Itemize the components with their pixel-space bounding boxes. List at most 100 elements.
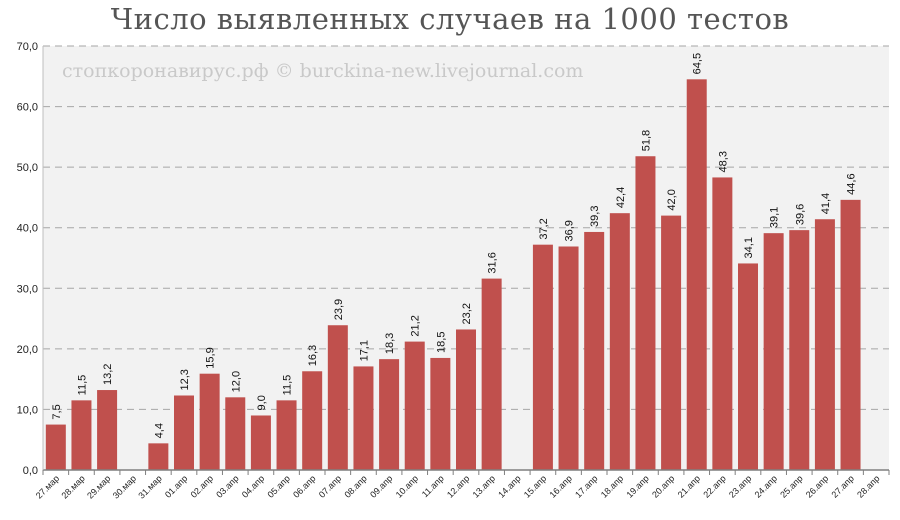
x-tick-label: 06.апр <box>291 473 317 499</box>
x-tick-label: 14.апр <box>496 473 522 499</box>
y-tick-label: 10,0 <box>17 404 38 416</box>
data-label: 4,4 <box>153 423 165 438</box>
bar <box>225 397 246 470</box>
x-tick-label: 25.апр <box>778 473 804 499</box>
data-label: 42,0 <box>666 189 678 210</box>
bar <box>609 213 630 471</box>
x-tick-label: 16.апр <box>548 473 574 499</box>
x-tick-label: 08.апр <box>342 473 368 499</box>
y-tick-label: 20,0 <box>17 344 38 356</box>
x-tick-label: 27.апр <box>830 473 856 499</box>
bar <box>276 400 297 470</box>
data-label: 64,5 <box>692 53 704 74</box>
y-tick-label: 60,0 <box>17 102 38 114</box>
bar <box>763 233 784 470</box>
data-label: 12,3 <box>179 369 191 390</box>
bar <box>97 390 118 470</box>
bar <box>148 443 169 470</box>
x-tick-label: 01.апр <box>163 473 189 499</box>
watermark-text: стопкоронавирус.рф © burckina-new.livejo… <box>62 60 583 82</box>
data-label: 39,6 <box>794 204 806 225</box>
data-label: 51,8 <box>640 130 652 151</box>
x-tick-label: 05.апр <box>266 473 292 499</box>
y-tick-label: 50,0 <box>17 162 38 174</box>
data-label: 11,5 <box>282 375 294 396</box>
labels-layer: 7,5 11,5 13,2 4,4 12,3 15,9 12,0 9,0 11,5 16,3 23,… <box>51 53 858 438</box>
data-label: 31,6 <box>487 252 499 273</box>
y-tick-label: 0,0 <box>23 465 38 477</box>
y-tick-label: 40,0 <box>17 223 38 235</box>
bar <box>430 357 451 470</box>
x-tick-label: 26.апр <box>804 473 830 499</box>
y-tick-label: 30,0 <box>17 283 38 295</box>
x-tick-label: 22.апр <box>701 473 727 499</box>
bar <box>199 373 220 470</box>
data-label: 21,2 <box>410 315 422 336</box>
data-label: 17,1 <box>358 340 370 361</box>
x-tick-label: 02.апр <box>189 473 215 499</box>
data-label: 39,3 <box>589 206 601 227</box>
data-label: 23,2 <box>461 303 473 324</box>
x-tick-label: 21.апр <box>676 473 702 499</box>
x-tick-label: 15.апр <box>522 473 548 499</box>
bar <box>661 215 682 470</box>
bar <box>712 177 733 470</box>
data-label: 11,5 <box>76 375 88 396</box>
bar <box>404 341 425 470</box>
data-label: 37,2 <box>538 218 550 239</box>
data-label: 41,4 <box>820 193 832 214</box>
x-tick-label: 28.апр <box>855 473 881 499</box>
bar <box>327 325 348 470</box>
y-tick-label: 70,0 <box>17 41 38 53</box>
bars-layer <box>45 79 861 471</box>
bar <box>379 359 400 470</box>
data-label: 16,3 <box>307 345 319 366</box>
bar <box>302 371 323 470</box>
x-tick-label: 23.апр <box>727 473 753 499</box>
bar <box>814 219 835 470</box>
x-tick-label: 11.апр <box>420 473 446 499</box>
data-label: 15,9 <box>205 347 217 368</box>
data-label: 39,1 <box>769 207 781 228</box>
bar <box>174 395 194 470</box>
bar <box>840 199 861 470</box>
data-label: 18,3 <box>384 333 396 354</box>
x-tick-label: 31.мар <box>136 473 163 500</box>
x-tick-label: 07.апр <box>317 473 343 499</box>
x-tick-label: 18.апр <box>599 473 625 499</box>
x-tick-label: 27.мар <box>34 473 61 500</box>
bar <box>558 246 579 470</box>
data-label: 12,0 <box>230 371 242 392</box>
bar <box>789 230 810 470</box>
x-tick-label: 29.мар <box>85 473 112 500</box>
bar <box>584 231 605 470</box>
data-label: 13,2 <box>102 364 114 385</box>
x-tick-label: 19.апр <box>624 473 650 499</box>
x-tick-label: 17.апр <box>573 473 599 499</box>
bar <box>738 263 758 470</box>
data-label: 9,0 <box>256 395 268 410</box>
x-tick-label: 09.апр <box>368 473 394 499</box>
bar <box>45 424 66 470</box>
bar <box>686 79 707 471</box>
data-label: 36,9 <box>564 220 576 241</box>
bar <box>481 278 502 470</box>
data-label: 23,9 <box>333 299 345 320</box>
data-label: 18,5 <box>435 332 447 353</box>
bar <box>456 329 476 470</box>
bar <box>353 366 374 470</box>
data-label: 7,5 <box>51 404 63 419</box>
x-tick-label: 12.апр <box>445 473 471 499</box>
data-label: 48,3 <box>717 151 729 172</box>
bar <box>71 400 92 470</box>
x-tick-label: 30.мар <box>111 473 138 500</box>
bar <box>635 156 656 471</box>
data-label: 34,1 <box>743 237 755 258</box>
x-tick-label: 13.апр <box>471 473 497 499</box>
x-tick-label: 04.апр <box>240 473 266 499</box>
x-tick-label: 10.апр <box>394 473 420 499</box>
x-tick-label: 03.апр <box>214 473 240 499</box>
x-tick-label: 20.апр <box>650 473 676 499</box>
data-label: 44,6 <box>846 173 858 194</box>
